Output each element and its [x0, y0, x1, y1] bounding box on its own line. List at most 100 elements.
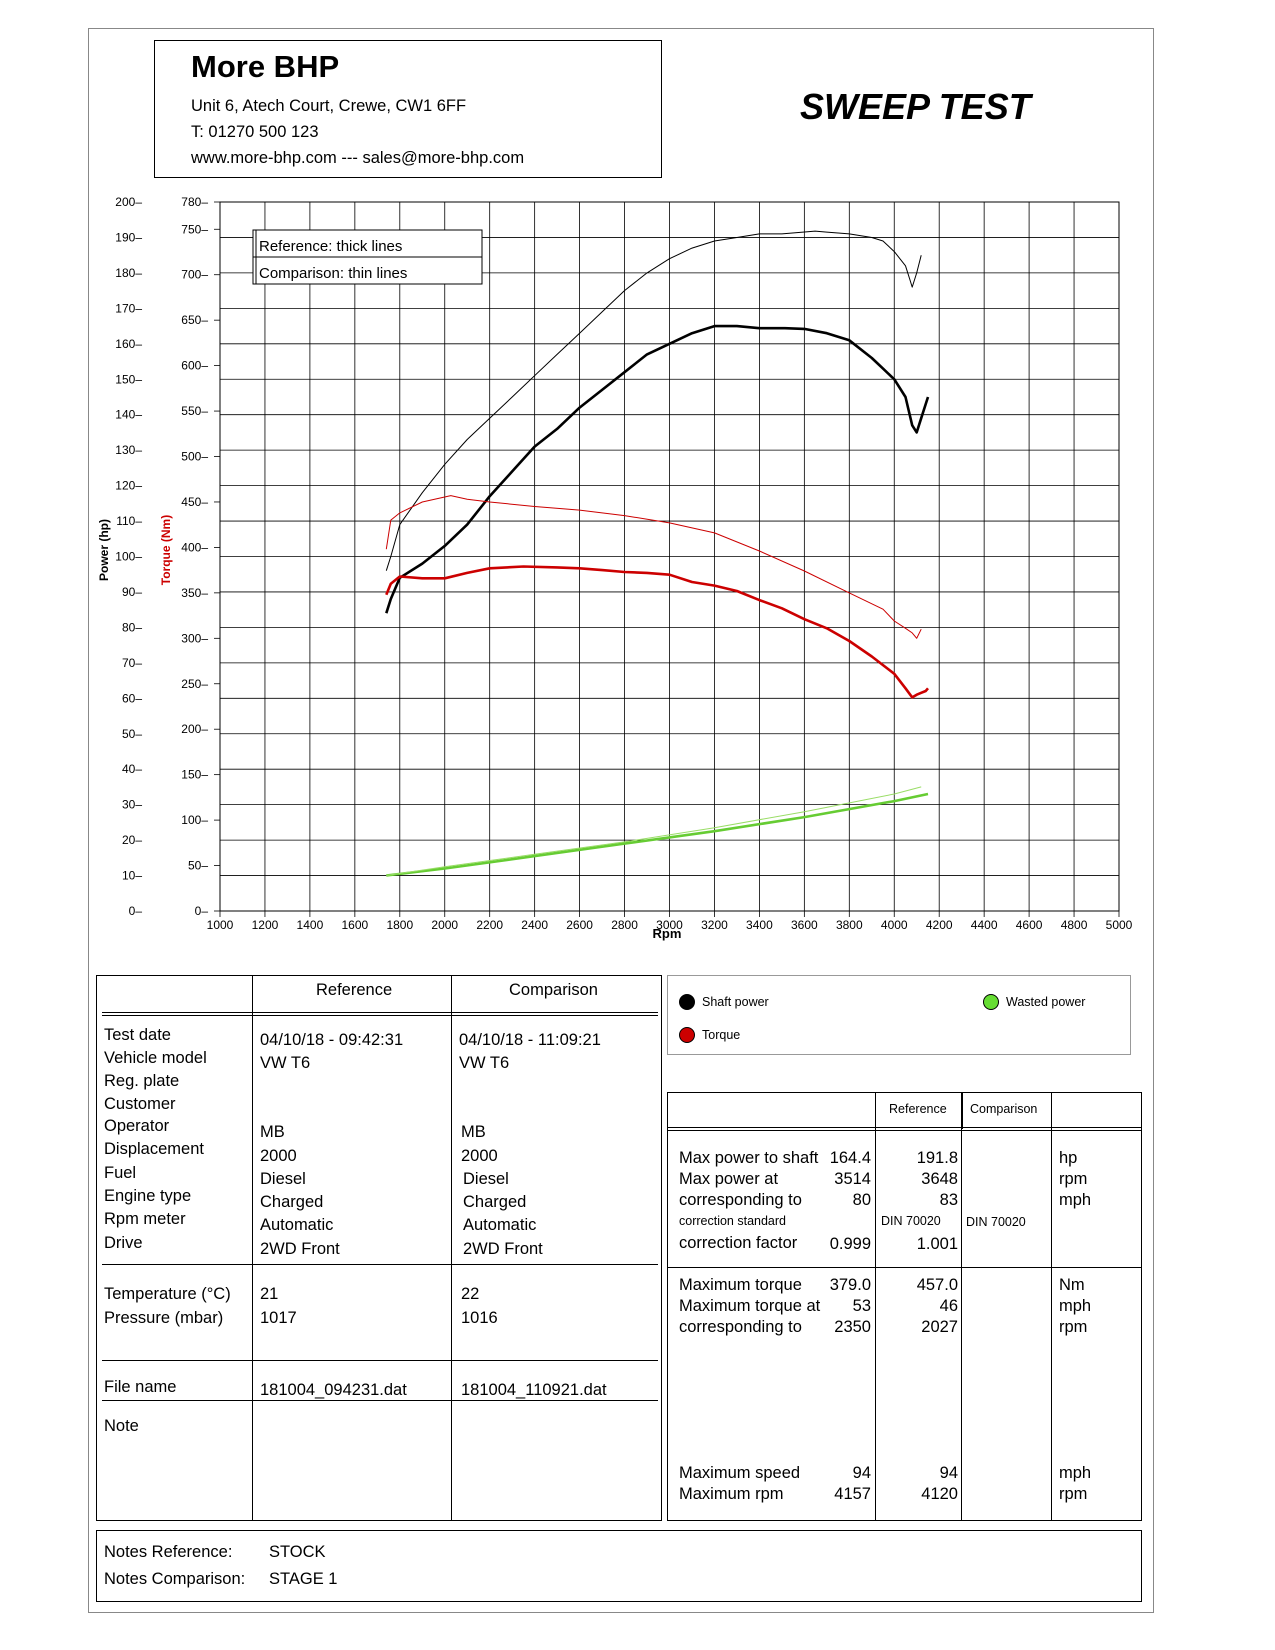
- torque-tick-label: 600–: [181, 359, 208, 373]
- power-tick-label: 40–: [122, 762, 142, 776]
- ref-file-name: 181004_094231.dat: [260, 1381, 407, 1399]
- info-label: Engine type: [104, 1187, 192, 1205]
- torque-tick-label: 450–: [181, 495, 208, 509]
- speed-unit: mph: [1059, 1464, 1092, 1482]
- speed-label: Maximum rpm: [679, 1485, 784, 1503]
- x-tick-label: 4200: [926, 918, 953, 932]
- info-label: Operator: [104, 1117, 170, 1135]
- speed-reference-value: 4157: [834, 1485, 871, 1503]
- x-tick-label: 4800: [1061, 918, 1088, 932]
- temperature-label: Temperature (°C): [104, 1285, 231, 1303]
- shaft-power-dot: [679, 994, 695, 1010]
- power-comparison-value: 83: [939, 1191, 958, 1209]
- cmp-correction-factor: 1.001: [916, 1235, 958, 1253]
- power-tick-label: 80–: [122, 620, 142, 634]
- info-col-comparison: Comparison: [509, 981, 598, 999]
- ref-displacement: 2000: [260, 1147, 297, 1165]
- chart-grid: [214, 201, 1120, 917]
- speed-label: Maximum speed: [679, 1464, 801, 1482]
- torque-label: Maximum torque: [679, 1276, 802, 1294]
- reference-torque-line: [385, 565, 929, 699]
- results-col-reference: Reference: [889, 1102, 947, 1116]
- power-unit: rpm: [1059, 1170, 1088, 1188]
- torque-tick-label: 550–: [181, 404, 208, 418]
- torque-tick-label: 780–: [181, 195, 208, 209]
- power-tick-label: 120–: [115, 479, 142, 493]
- x-tick-label: 4600: [1016, 918, 1043, 932]
- cmp-fuel: Diesel: [463, 1170, 509, 1188]
- cmp-file-name: 181004_110921.dat: [461, 1381, 607, 1399]
- reference-shaft-power-line: [385, 324, 930, 614]
- legend-wasted-power: Wasted power: [1006, 995, 1086, 1009]
- torque-tick-label: 100–: [181, 813, 208, 827]
- x-tick-label: 1600: [341, 918, 368, 932]
- power-label: corresponding to: [679, 1191, 802, 1209]
- torque-tick-label: 250–: [181, 677, 208, 691]
- power-label: Max power at: [679, 1170, 779, 1188]
- torque-reference-value: 2350: [834, 1318, 871, 1336]
- reference-wasted-power-line: [386, 792, 929, 877]
- x-tick-label: 3600: [791, 918, 818, 932]
- chart-ticks: 1000 1200 1400 1600 1800 2000 2200 2400 2600 2800…: [115, 195, 1132, 932]
- legend-box-reference: Reference: thick lines: [259, 238, 402, 255]
- power-tick-label: 170–: [115, 301, 142, 315]
- power-tick-label: 200–: [115, 195, 142, 209]
- power-comparison-value: 191.8: [916, 1149, 958, 1167]
- cmp-vehicle-model: VW T6: [459, 1054, 510, 1072]
- power-reference-value: 164.4: [829, 1149, 871, 1167]
- info-label: Test date: [104, 1026, 171, 1044]
- results-table: Reference Comparison Max power to shaft 1…: [667, 1092, 1142, 1521]
- rpm-axis-label: Rpm: [653, 926, 682, 941]
- torque-tick-label: 0–: [195, 904, 209, 918]
- torque-tick-label: 200–: [181, 722, 208, 736]
- power-tick-label: 160–: [115, 337, 142, 351]
- x-tick-label: 3800: [836, 918, 863, 932]
- power-tick-label: 140–: [115, 408, 142, 422]
- x-tick-label: 2400: [521, 918, 548, 932]
- series-legend: Shaft power Torque Wasted power: [667, 975, 1131, 1055]
- dyno-chart: 1000 1200 1400 1600 1800 2000 2200 2400 2600 2800…: [97, 195, 1133, 941]
- torque-tick-label: 500–: [181, 450, 208, 464]
- notes-comparison-label: Notes Comparison:: [104, 1570, 246, 1588]
- ref-temperature: 21: [260, 1285, 279, 1303]
- power-tick-label: 10–: [122, 869, 142, 883]
- power-tick-label: 30–: [122, 798, 142, 812]
- torque-tick-label: 300–: [181, 631, 208, 645]
- notes-reference-label: Notes Reference:: [104, 1543, 233, 1561]
- x-tick-label: 2800: [611, 918, 638, 932]
- x-tick-label: 1800: [386, 918, 413, 932]
- torque-tick-label: 150–: [181, 768, 208, 782]
- ref-operator: MB: [260, 1123, 285, 1141]
- power-tick-label: 110–: [116, 514, 142, 528]
- cmp-drive: 2WD Front: [463, 1240, 543, 1258]
- power-comparison-value: 3648: [921, 1170, 958, 1188]
- speed-reference-value: 94: [852, 1464, 871, 1482]
- info-label: Reg. plate: [104, 1072, 180, 1090]
- power-tick-label: 190–: [115, 230, 142, 244]
- x-tick-label: 1200: [252, 918, 279, 932]
- company-name: More BHP: [191, 49, 340, 84]
- power-tick-label: 100–: [115, 550, 142, 564]
- speed-unit: rpm: [1059, 1485, 1088, 1503]
- torque-tick-label: 700–: [181, 268, 208, 282]
- correction-standard-label: correction standard: [679, 1214, 787, 1228]
- power-reference-value: 80: [852, 1191, 871, 1209]
- comparison-wasted-power-line: [386, 786, 922, 876]
- torque-unit: rpm: [1059, 1318, 1088, 1336]
- chart-series: [385, 230, 930, 877]
- speed-comparison-value: 4120: [921, 1485, 958, 1503]
- results-col-comparison: Comparison: [970, 1102, 1038, 1116]
- comparison-torque-line: [385, 495, 922, 639]
- ref-correction-factor: 0.999: [829, 1235, 871, 1253]
- x-tick-label: 2200: [476, 918, 503, 932]
- power-tick-label: 130–: [115, 443, 142, 457]
- ref-fuel: Diesel: [260, 1170, 306, 1188]
- notes-comparison-value: STAGE 1: [269, 1570, 338, 1588]
- cmp-displacement: 2000: [461, 1147, 498, 1165]
- power-unit: hp: [1059, 1149, 1078, 1167]
- x-tick-label: 1400: [297, 918, 324, 932]
- torque-unit: Nm: [1059, 1276, 1085, 1294]
- cmp-correction-standard: DIN 70020: [966, 1215, 1026, 1229]
- torque-dot: [679, 1027, 695, 1043]
- ref-test-date: 04/10/18 - 09:42:31: [260, 1031, 404, 1049]
